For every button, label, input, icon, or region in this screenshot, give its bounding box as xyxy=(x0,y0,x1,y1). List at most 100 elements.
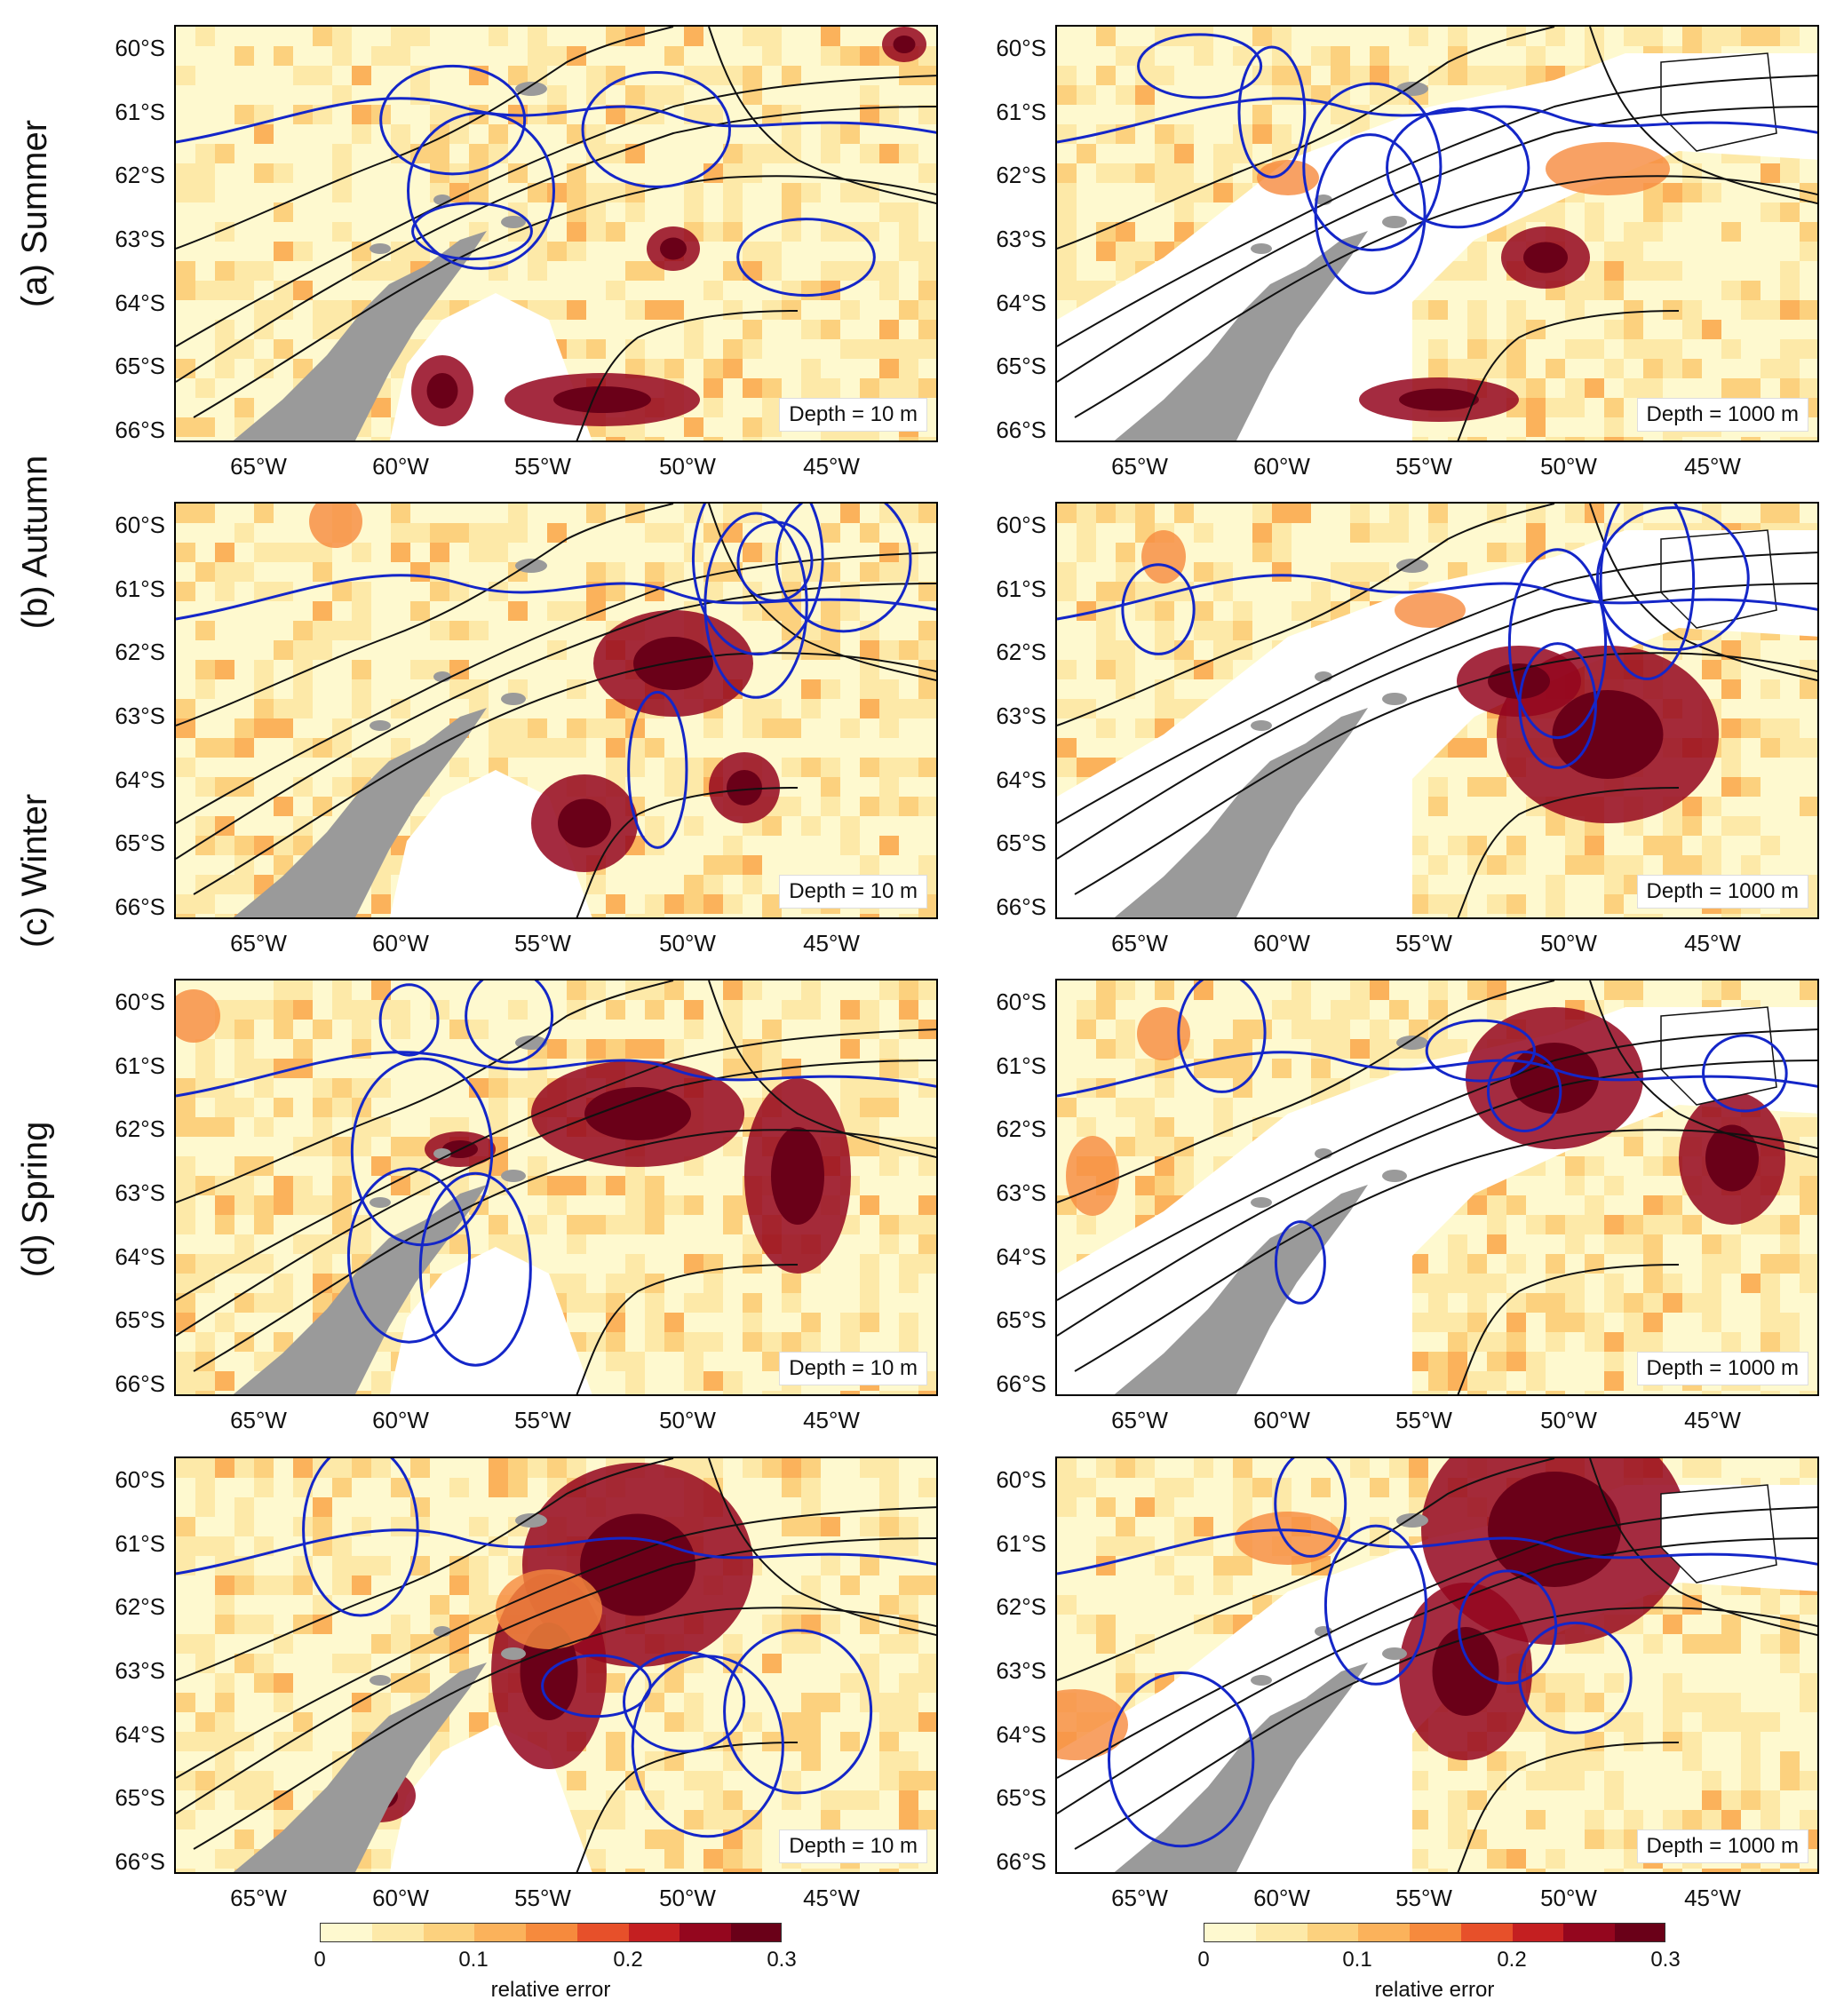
latitude-tick-label: 62°S xyxy=(996,639,1046,666)
colorbar-tick: 0.3 xyxy=(1650,1948,1681,1972)
colorbar-gradient xyxy=(320,1923,782,1942)
property-contour xyxy=(418,1171,532,1367)
map-area: Depth = 1000 m xyxy=(1055,502,1819,919)
property-contour xyxy=(1599,504,1696,680)
bathymetry-contour xyxy=(1589,504,1817,682)
bathymetry-contour xyxy=(176,1537,936,1814)
latitude-tick-label: 60°S xyxy=(115,35,165,61)
latitude-tick-label: 62°S xyxy=(115,162,165,189)
latitude-tick-label: 63°S xyxy=(115,1657,165,1684)
latitude-tick-label: 62°S xyxy=(115,1115,165,1143)
map-svg xyxy=(176,27,936,441)
colorbar-swatch xyxy=(474,1924,528,1941)
latitude-tick-label: 60°S xyxy=(115,988,165,1015)
map-svg xyxy=(1057,504,1817,917)
bathymetry-contour xyxy=(1057,980,1555,1203)
longitude-tick-label: 55°W xyxy=(1395,1407,1452,1433)
bathymetry-contour xyxy=(176,980,674,1203)
longitude-tick-label: 50°W xyxy=(1540,1407,1597,1433)
map-panel: 60°S 61°S 62°S 63°S 64°S 65°S 66°S 65°W 60°W 55°W… xyxy=(115,502,938,972)
map-area: Depth = 10 m xyxy=(174,502,938,919)
property-contour xyxy=(346,1167,472,1344)
latitude-tick-label: 62°S xyxy=(996,162,1046,189)
longitude-tick-label: 50°W xyxy=(659,930,716,956)
latitude-tick-label: 65°S xyxy=(115,829,165,857)
map-panel: 60°S 61°S 62°S 63°S 64°S 65°S 66°S 65°W 60°W 55°W… xyxy=(115,979,938,1449)
property-contour xyxy=(1274,1458,1347,1558)
latitude-tick-label: 63°S xyxy=(115,226,165,252)
property-contour xyxy=(622,1651,746,1753)
map-panel: 60°S 61°S 62°S 63°S 64°S 65°S 66°S 65°W 60°W 55°W… xyxy=(115,1456,938,1927)
colorbar-swatch xyxy=(731,1924,781,1941)
latitude-tick-label: 64°S xyxy=(996,289,1046,316)
property-contour xyxy=(411,202,533,261)
colorbar-swatch xyxy=(680,1924,733,1941)
latitude-tick-label: 61°S xyxy=(115,1052,165,1079)
colorbar-swatch xyxy=(628,1924,681,1941)
colorbar-tick: 0 xyxy=(1197,1948,1210,1972)
longitude-tick-label: 65°W xyxy=(230,1407,287,1433)
map-area: Depth = 10 m xyxy=(174,979,938,1396)
map-panel: 60°S 61°S 62°S 63°S 64°S 65°S 66°S 65°W 60°W 55°W… xyxy=(996,25,1819,496)
bathymetry-contour xyxy=(1074,175,1817,418)
property-contour xyxy=(176,97,936,144)
latitude-tick-label: 65°S xyxy=(115,1306,165,1334)
bathymetry-contour xyxy=(176,106,936,383)
bathymetry-contour xyxy=(1457,310,1680,441)
longitude-tick-label: 55°W xyxy=(1395,1885,1452,1911)
bathymetry-contour xyxy=(176,75,936,347)
property-contour xyxy=(176,1528,936,1575)
longitude-tick-label: 55°W xyxy=(514,453,571,480)
colorbar-swatch xyxy=(1410,1924,1462,1941)
bathymetry-contour xyxy=(1057,1506,1817,1779)
longitude-tick-label: 60°W xyxy=(372,930,429,956)
colorbar-swatch xyxy=(1563,1924,1617,1941)
colorbar-swatch xyxy=(576,1924,630,1941)
property-contour xyxy=(1425,1019,1537,1083)
longitude-tick-label: 45°W xyxy=(803,1885,860,1911)
latitude-tick-label: 66°S xyxy=(115,1848,165,1875)
latitude-tick-label: 65°S xyxy=(996,1306,1046,1334)
property-contour xyxy=(1323,1524,1427,1686)
land-mass xyxy=(1114,1185,1368,1394)
latitude-tick-label: 62°S xyxy=(996,1115,1046,1143)
latitude-tick-label: 61°S xyxy=(115,1529,165,1557)
property-contour xyxy=(1702,1034,1788,1113)
bathymetry-contour xyxy=(1074,1129,1817,1372)
bathymetry-contour xyxy=(708,1458,936,1637)
map-panel: 60°S 61°S 62°S 63°S 64°S 65°S 66°S 65°W 60°W 55°W… xyxy=(996,979,1819,1449)
property-contour xyxy=(723,1629,873,1795)
colorbar-swatch xyxy=(526,1924,578,1941)
latitude-tick-label: 63°S xyxy=(115,702,165,729)
property-contour xyxy=(581,71,731,188)
latitude-tick-label: 61°S xyxy=(996,98,1046,125)
latitude-tick-label: 63°S xyxy=(996,702,1046,729)
bathymetry-contour xyxy=(1057,1458,1555,1681)
depth-label: Depth = 10 m xyxy=(779,875,927,909)
property-contour xyxy=(1386,107,1530,229)
latitude-tick-label: 66°S xyxy=(996,1370,1046,1397)
bathymetry-contour xyxy=(576,1264,799,1394)
latitude-tick-label: 63°S xyxy=(996,1179,1046,1206)
bathymetry-contour xyxy=(1457,1742,1680,1872)
bathymetry-contour xyxy=(708,27,936,205)
colorbar-title: relative error xyxy=(1374,1978,1495,2002)
property-contour xyxy=(1595,506,1750,652)
property-contour xyxy=(1057,1051,1817,1098)
longitude-tick-label: 50°W xyxy=(1540,453,1597,480)
bathymetry-contour xyxy=(576,787,799,917)
property-contour xyxy=(1518,1621,1633,1734)
bathymetry-contour xyxy=(176,1506,936,1779)
property-contour xyxy=(1458,1569,1558,1685)
depth-label: Depth = 1000 m xyxy=(1636,1829,1808,1863)
colorbar-swatch xyxy=(371,1924,425,1941)
property-contour xyxy=(1137,33,1263,99)
property-contour xyxy=(1274,1220,1326,1305)
latitude-tick-label: 63°S xyxy=(996,226,1046,252)
depth-label: Depth = 10 m xyxy=(779,1829,927,1863)
colorbar-swatch xyxy=(321,1924,373,1941)
latitude-tick-label: 65°S xyxy=(996,1784,1046,1812)
longitude-tick-label: 65°W xyxy=(1111,453,1168,480)
latitude-tick-label: 64°S xyxy=(115,766,165,793)
latitude-tick-label: 65°S xyxy=(996,829,1046,857)
